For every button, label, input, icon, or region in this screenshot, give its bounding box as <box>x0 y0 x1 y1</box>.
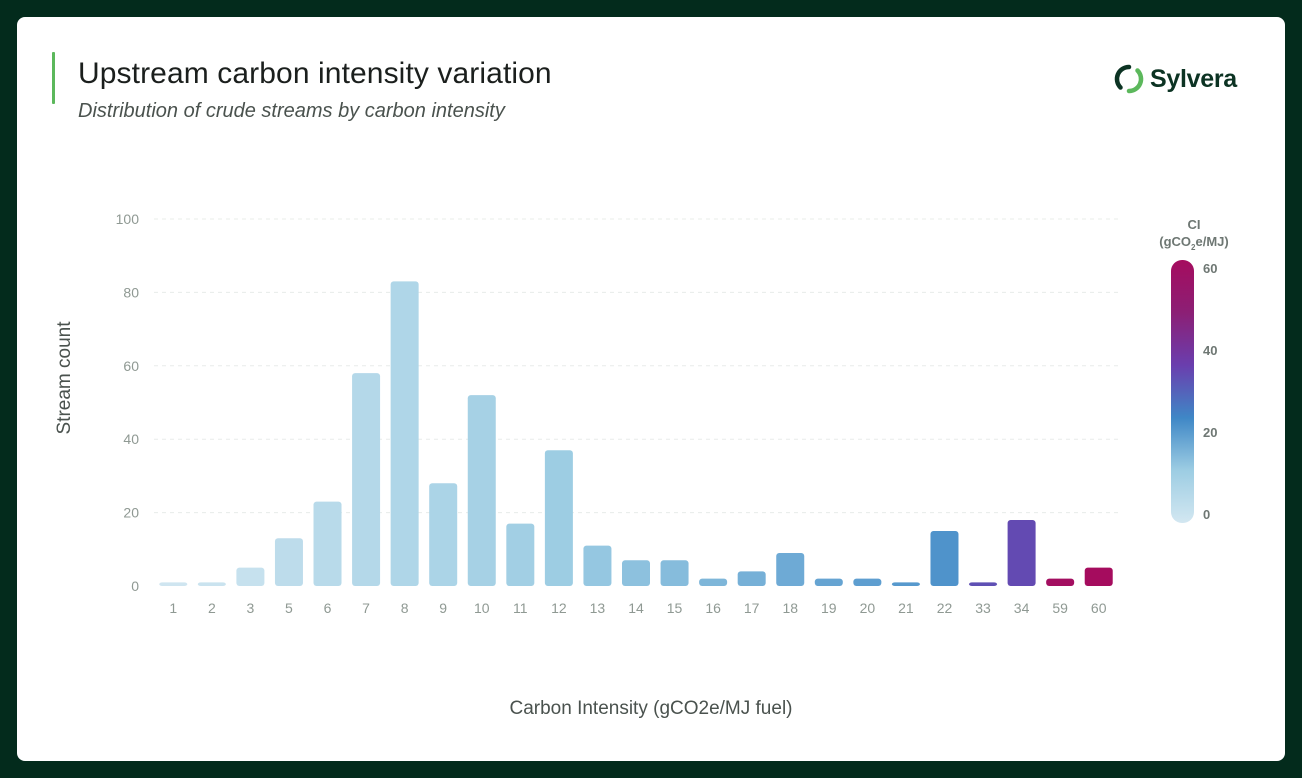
x-tick-label: 22 <box>937 600 953 616</box>
x-tick-label: 1 <box>169 600 177 616</box>
sylvera-logo-icon <box>1114 64 1144 94</box>
colorbar-unit: (gCO2e/MJ) <box>1159 234 1228 252</box>
x-tick-label: 10 <box>474 600 490 616</box>
x-tick-label: 8 <box>401 600 409 616</box>
bar-17[interactable] <box>737 571 766 586</box>
bar-15[interactable] <box>660 560 689 586</box>
x-tick-label: 17 <box>744 600 760 616</box>
bar-21[interactable] <box>891 582 920 586</box>
bar-7[interactable] <box>352 373 381 586</box>
x-tick-label: 59 <box>1052 600 1068 616</box>
y-axis-label: Stream count <box>54 321 75 435</box>
x-tick-label: 3 <box>247 600 255 616</box>
x-tick-label: 33 <box>975 600 991 616</box>
colorbar <box>1171 260 1194 523</box>
bar-2[interactable] <box>197 582 226 586</box>
y-tick-label: 40 <box>123 431 139 447</box>
bar-1[interactable] <box>159 582 188 586</box>
x-tick-label: 6 <box>324 600 332 616</box>
bar-3[interactable] <box>236 567 265 586</box>
bar-34[interactable] <box>1007 519 1036 586</box>
bars <box>159 281 1113 586</box>
bar-11[interactable] <box>506 523 535 586</box>
x-tick-label: 15 <box>667 600 683 616</box>
x-tick-label: 9 <box>439 600 447 616</box>
sylvera-logo[interactable]: Sylvera <box>1114 61 1237 97</box>
colorbar-tick-label: 60 <box>1203 261 1217 276</box>
bar-19[interactable] <box>814 578 843 586</box>
x-tick-label: 19 <box>821 600 837 616</box>
colorbar-tick-label: 40 <box>1203 343 1217 358</box>
bar-9[interactable] <box>429 483 458 586</box>
x-tick-label: 14 <box>628 600 644 616</box>
y-tick-label: 60 <box>123 358 139 374</box>
x-tick-label: 16 <box>705 600 721 616</box>
colorbar-legend: CI (gCO2e/MJ) 0 20 40 60 <box>1159 217 1229 523</box>
title-accent-bar <box>52 52 55 104</box>
bar-8[interactable] <box>390 281 419 586</box>
bar-6[interactable] <box>313 501 342 586</box>
x-tick-label: 34 <box>1014 600 1030 616</box>
colorbar-title-line1: CI <box>1188 217 1201 232</box>
brand-name: Sylvera <box>1150 64 1237 93</box>
x-tick-label: 5 <box>285 600 293 616</box>
x-tick-label: 2 <box>208 600 216 616</box>
x-axis-ticks: 1 2 3 5 6 7 8 9 10 11 12 13 14 15 16 17 18 19 20 21 22 33 34 59… <box>169 600 1106 616</box>
y-tick-label: 20 <box>123 505 139 521</box>
chart-card: Upstream carbon intensity variation Dist… <box>17 17 1285 761</box>
x-tick-label: 13 <box>590 600 606 616</box>
colorbar-tick-label: 20 <box>1203 425 1217 440</box>
x-axis-label: Carbon Intensity (gCO2e/MJ fuel) <box>509 698 792 719</box>
y-tick-label: 0 <box>131 578 139 594</box>
y-tick-label: 100 <box>116 211 140 227</box>
bar-22[interactable] <box>930 530 959 586</box>
bar-20[interactable] <box>853 578 882 586</box>
colorbar-title: CI <box>1188 217 1201 232</box>
x-tick-label: 21 <box>898 600 914 616</box>
x-tick-label: 11 <box>513 600 528 616</box>
bar-18[interactable] <box>776 552 805 586</box>
bar-12[interactable] <box>544 450 573 586</box>
x-tick-label: 12 <box>551 600 567 616</box>
y-tick-label: 80 <box>123 284 139 300</box>
bar-13[interactable] <box>583 545 612 586</box>
x-tick-label: 60 <box>1091 600 1107 616</box>
y-axis-ticks: 0 20 40 60 80 100 <box>116 211 140 594</box>
bar-16[interactable] <box>699 578 728 586</box>
bar-33[interactable] <box>969 582 998 586</box>
chart-subtitle: Distribution of crude streams by carbon … <box>78 100 505 122</box>
x-tick-label: 7 <box>362 600 370 616</box>
bar-59[interactable] <box>1046 578 1075 586</box>
bar-10[interactable] <box>467 395 496 586</box>
colorbar-tick-label: 0 <box>1203 507 1210 522</box>
bar-14[interactable] <box>622 560 650 586</box>
bar-60[interactable] <box>1084 567 1113 586</box>
gridlines <box>154 218 1118 514</box>
x-tick-label: 18 <box>782 600 798 616</box>
bar-5[interactable] <box>274 538 303 586</box>
x-tick-label: 20 <box>860 600 876 616</box>
colorbar-ticks: 0 20 40 60 <box>1203 261 1217 522</box>
chart-title: Upstream carbon intensity variation <box>78 57 552 90</box>
